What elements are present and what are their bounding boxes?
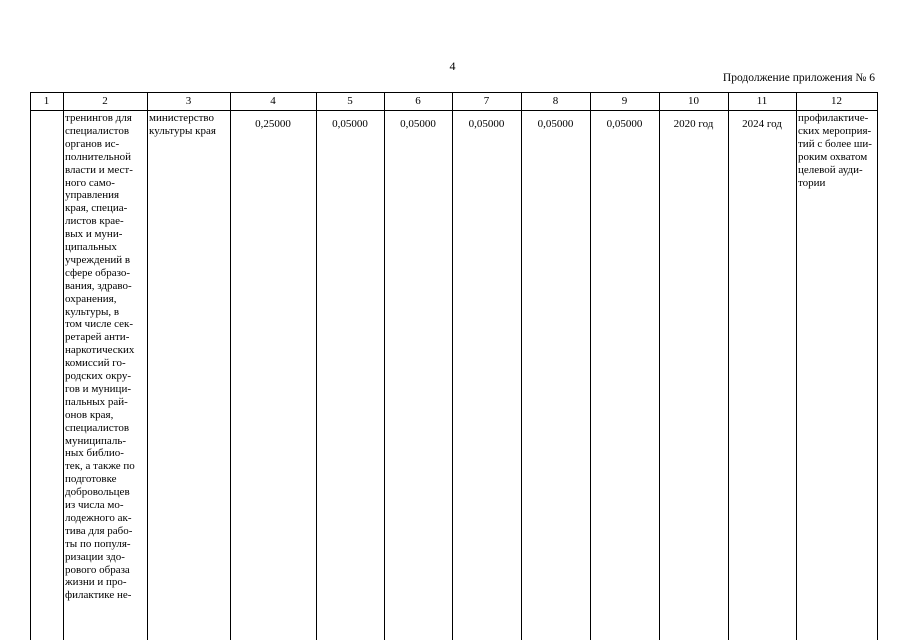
cell-line: профилактиче- [798,112,869,124]
cell-line: лодежного ак- [65,511,132,524]
cell: 0,05000 [606,118,643,130]
column-line [659,92,660,640]
column-line [316,92,317,640]
cell-line: филактике не- [65,589,132,602]
table-border [30,92,878,93]
cell-line: специалистов [65,421,130,434]
cell-line: специалистов [65,124,130,137]
cell-line: ты по популя- [65,537,131,550]
column-line [728,92,729,640]
column-number: 2 [102,95,108,107]
cell-line: ных библио- [65,447,124,460]
cell-line: полнительной [65,150,131,163]
cell-line: власти и мест- [65,163,133,176]
column-number: 4 [270,95,276,107]
cell-line: культуры края [149,124,216,137]
page-number: 4 [449,59,456,73]
continuation-note: Продолжение приложения № 6 [722,72,875,84]
cell-line: управления [65,189,120,202]
cell-line: жизни и про- [65,576,127,589]
column-number: 1 [43,95,50,107]
cell-line: наркотических [65,344,135,357]
cell-line: ризации здо- [65,550,125,563]
cell-line: тории [798,176,826,189]
cell: 2020 год [673,118,714,130]
table-border [30,110,878,111]
cell-line: комиссий го- [65,357,126,370]
cell: 0,25000 [255,118,291,130]
cell: 0,05000 [537,118,574,130]
cell-line: органов ис- [65,137,120,150]
column-line [147,92,148,640]
cell-line: гов и муници- [65,382,131,395]
column-line [452,92,453,640]
column-line [796,92,797,640]
column-line [230,92,231,640]
column-number: 10 [688,95,699,107]
cell: 2024 год [742,118,782,130]
cell-line: листов крае- [65,215,124,228]
cell-line: родских окру- [65,370,132,382]
cell-line: ципальных [65,241,117,253]
column-number: 11 [756,95,768,107]
column-line [63,92,64,640]
cell-line: тек, а также по [65,460,135,473]
cell-line: края, специа- [65,202,128,215]
cell: 0,05000 [332,118,368,130]
cell-line: том числе сек- [65,318,133,331]
cell-line: рового образа [65,563,130,576]
cell-line: ного само- [65,176,115,189]
cell-line: роким охватом [798,150,868,163]
cell-line: подготовке [65,473,117,486]
cell-line: учреждений в [65,253,131,266]
column-number: 12 [831,95,842,107]
column-number: 5 [347,95,353,107]
column-number: 9 [621,95,628,107]
cell-line: онов края, [65,408,114,421]
cell-line: муниципаль- [65,434,127,447]
cell-line: министерство [149,112,215,124]
cell-line: тива для рабо- [65,524,133,537]
cell-line: вых и муни- [65,228,123,241]
cell-line: из числа мо- [65,499,124,511]
cell-line: ских мероприя- [798,124,872,137]
column-line [590,92,591,640]
column-number: 8 [552,95,559,107]
cell-line: ретарей анти- [65,331,130,344]
cell-line: тренингов для [65,112,132,124]
column-number: 3 [185,95,192,107]
cell-line: целевой ауди- [798,163,863,176]
cell-line: пальных рай- [65,395,128,408]
column-line [30,92,31,640]
cell-line: тий с более ши- [798,137,872,150]
cell-line: добровольцев [65,486,130,499]
cell-line: сфере образо- [65,266,131,279]
cell-line: охранения, [65,292,117,305]
cell-line: культуры, в [65,305,120,318]
cell: 0,05000 [468,118,505,130]
cell-line: вания, здраво- [65,279,132,292]
column-line [521,92,522,640]
column-number: 7 [483,95,490,107]
cell: 0,05000 [400,118,436,130]
column-number: 6 [415,95,421,107]
column-line [877,92,878,640]
column-line [384,92,385,640]
